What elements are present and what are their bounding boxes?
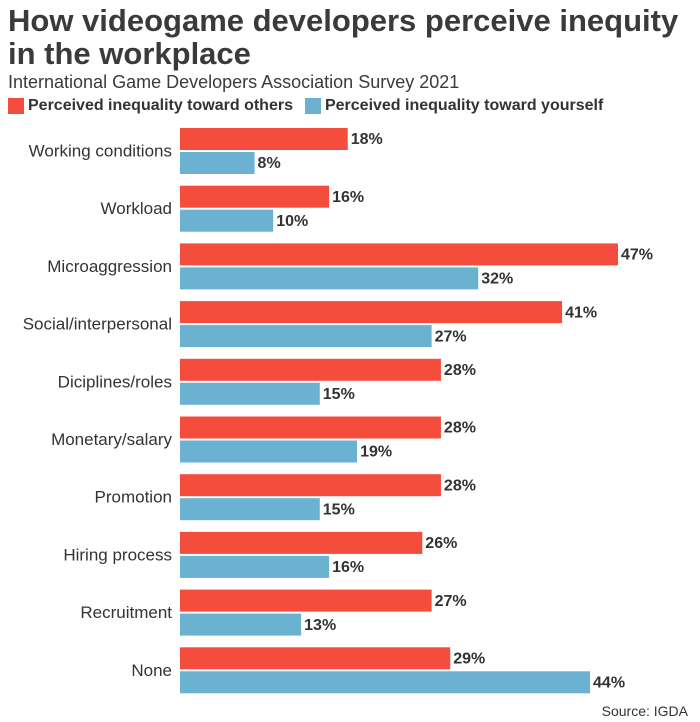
bar-others-promotion xyxy=(180,474,441,497)
bar-yourself-recruitment xyxy=(180,613,302,636)
value-label-others-social-interpersonal: 41% xyxy=(565,304,597,321)
value-label-yourself-recruitment: 13% xyxy=(304,617,336,634)
bar-others-workload xyxy=(180,185,330,208)
category-label-recruitment: Recruitment xyxy=(80,603,172,622)
bar-yourself-working-conditions xyxy=(180,152,255,174)
legend: Perceived inequality toward others Perce… xyxy=(8,97,615,115)
bar-others-working-conditions xyxy=(180,128,348,150)
category-label-monetary-salary: Monetary/salary xyxy=(51,430,172,449)
value-label-others-monetary-salary: 28% xyxy=(444,420,476,437)
value-label-others-workload: 16% xyxy=(332,189,364,206)
bar-others-microaggression xyxy=(180,243,618,266)
value-label-yourself-working-conditions: 8% xyxy=(258,155,281,172)
category-label-diciplines-roles: Diciplines/roles xyxy=(58,372,172,391)
bar-yourself-workload xyxy=(180,209,274,232)
legend-swatch-yourself xyxy=(304,98,321,114)
bar-others-none xyxy=(180,647,451,670)
bar-others-hiring-process xyxy=(180,531,423,554)
value-label-yourself-diciplines-roles: 15% xyxy=(323,386,355,403)
chart-title: How videogame developers perceive inequi… xyxy=(8,3,679,71)
category-label-social-interpersonal: Social/interpersonal xyxy=(23,315,172,334)
legend-swatch-others xyxy=(8,98,24,114)
value-label-yourself-hiring-process: 16% xyxy=(332,559,364,576)
bar-yourself-microaggression xyxy=(180,267,479,290)
legend-item-yourself: Perceived inequality toward yourself xyxy=(304,97,604,115)
value-label-others-none: 29% xyxy=(453,651,485,668)
value-label-yourself-social-interpersonal: 27% xyxy=(435,328,467,345)
bar-yourself-social-interpersonal xyxy=(180,325,432,348)
bar-yourself-none xyxy=(180,671,591,694)
category-label-hiring-process: Hiring process xyxy=(63,545,172,564)
bar-others-social-interpersonal xyxy=(180,301,563,324)
bar-others-monetary-salary xyxy=(180,416,441,439)
category-label-microaggression: Microaggression xyxy=(47,257,172,276)
value-label-others-promotion: 28% xyxy=(444,477,476,494)
bar-yourself-monetary-salary xyxy=(180,440,358,463)
value-label-others-hiring-process: 26% xyxy=(425,535,457,552)
value-label-yourself-none: 44% xyxy=(593,675,625,692)
legend-item-others: Perceived inequality toward others xyxy=(8,97,293,115)
chart-subtitle: International Game Developers Associatio… xyxy=(8,72,460,92)
value-label-yourself-microaggression: 32% xyxy=(481,271,513,288)
value-label-others-microaggression: 47% xyxy=(621,247,653,264)
value-label-others-working-conditions: 18% xyxy=(351,131,383,148)
value-label-yourself-monetary-salary: 19% xyxy=(360,444,392,461)
category-label-working-conditions: Working conditions xyxy=(29,141,172,160)
bar-yourself-diciplines-roles xyxy=(180,382,320,405)
value-label-others-recruitment: 27% xyxy=(435,593,467,610)
legend-label-yourself: Perceived inequality toward yourself xyxy=(324,97,604,114)
bar-others-recruitment xyxy=(180,589,432,612)
category-label-none: None xyxy=(131,661,172,680)
category-label-workload: Workload xyxy=(101,199,173,218)
category-label-promotion: Promotion xyxy=(95,488,172,507)
legend-label-others: Perceived inequality toward others xyxy=(28,97,293,114)
value-label-others-diciplines-roles: 28% xyxy=(444,362,476,379)
bar-chart: Working conditions 18% 8% Workload 16% 10% Mic… xyxy=(23,128,653,694)
bar-others-diciplines-roles xyxy=(180,358,441,381)
bar-yourself-hiring-process xyxy=(180,555,330,578)
value-label-yourself-workload: 10% xyxy=(276,213,308,230)
bar-yourself-promotion xyxy=(180,498,320,521)
value-label-yourself-promotion: 15% xyxy=(323,501,355,518)
source-note: Source: IGDA xyxy=(601,703,688,719)
